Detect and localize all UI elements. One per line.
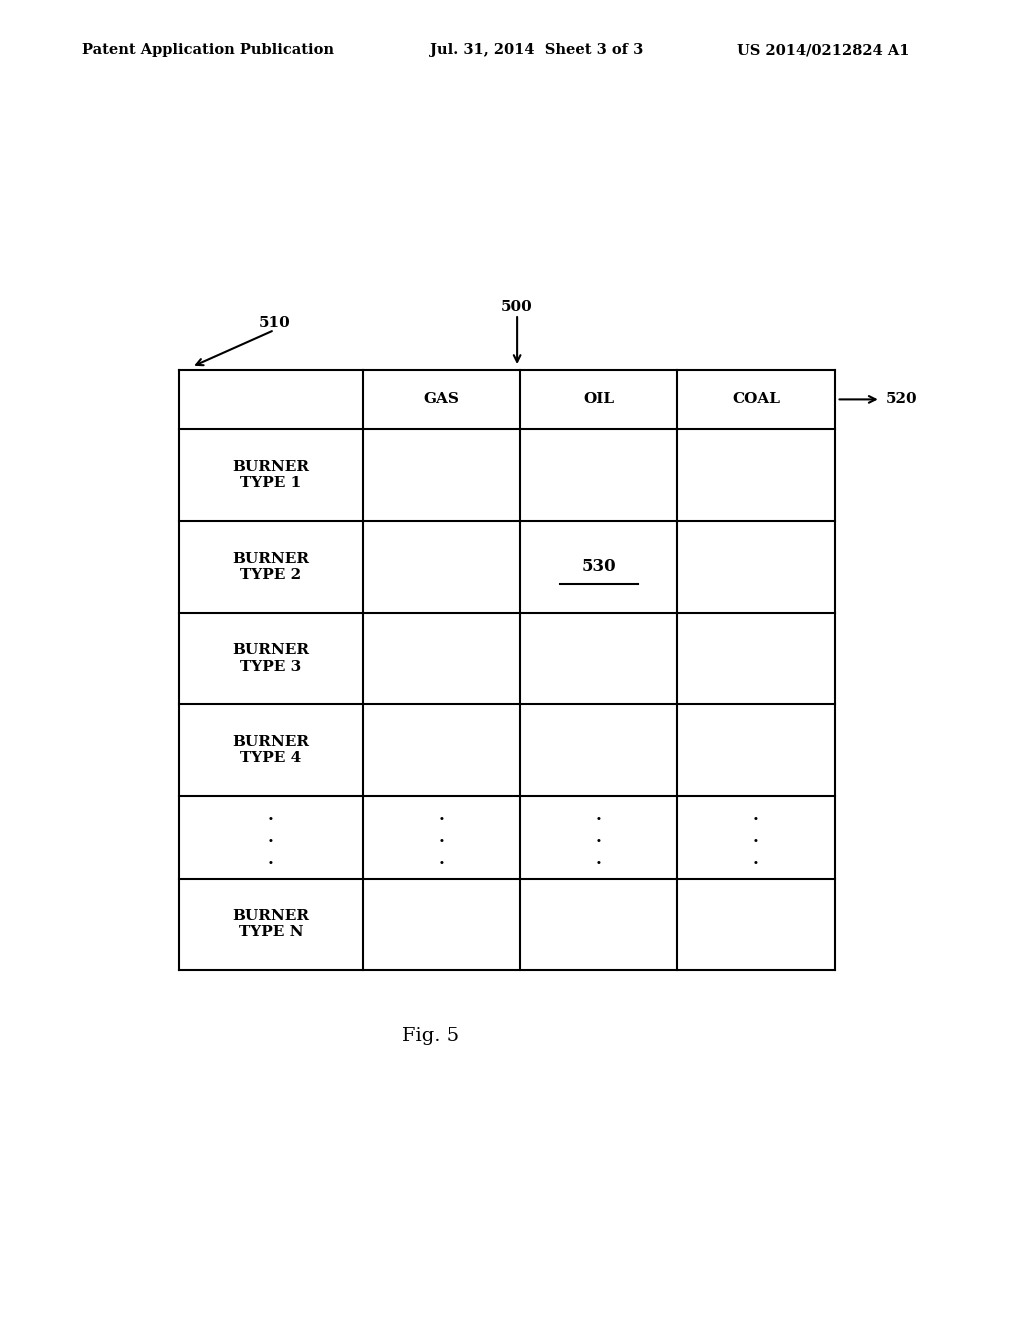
Text: US 2014/0212824 A1: US 2014/0212824 A1 — [737, 44, 909, 57]
Text: 520: 520 — [886, 392, 918, 407]
Text: .
.
.: . . . — [596, 807, 601, 869]
Text: 500: 500 — [501, 300, 534, 314]
Text: .
.
.: . . . — [268, 807, 273, 869]
Text: BURNER
TYPE 2: BURNER TYPE 2 — [232, 552, 309, 582]
Text: Patent Application Publication: Patent Application Publication — [82, 44, 334, 57]
Text: Jul. 31, 2014  Sheet 3 of 3: Jul. 31, 2014 Sheet 3 of 3 — [430, 44, 643, 57]
Text: 510: 510 — [258, 315, 291, 330]
Text: BURNER
TYPE N: BURNER TYPE N — [232, 909, 309, 940]
Text: .
.
.: . . . — [438, 807, 444, 869]
Text: OIL: OIL — [583, 392, 614, 407]
Text: BURNER
TYPE 4: BURNER TYPE 4 — [232, 735, 309, 766]
Text: BURNER
TYPE 3: BURNER TYPE 3 — [232, 643, 309, 673]
Text: Fig. 5: Fig. 5 — [401, 1027, 459, 1045]
Text: GAS: GAS — [423, 392, 460, 407]
Text: BURNER
TYPE 1: BURNER TYPE 1 — [232, 459, 309, 490]
Text: 530: 530 — [582, 558, 616, 576]
Text: COAL: COAL — [732, 392, 780, 407]
Text: .
.
.: . . . — [753, 807, 759, 869]
